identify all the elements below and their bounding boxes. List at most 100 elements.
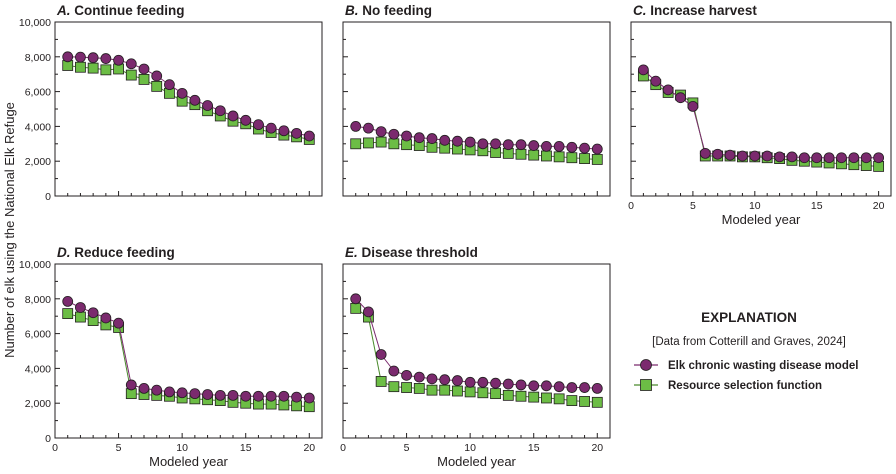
- point-cwd: [138, 63, 150, 75]
- point-cwd: [515, 139, 527, 151]
- point-cwd: [452, 375, 463, 386]
- point-cwd: [176, 87, 188, 99]
- y-tick-label: 10,000: [19, 259, 51, 271]
- x-tick-label: 5: [690, 200, 696, 212]
- plot-frame: [54, 21, 323, 197]
- chart-panel-b: B. No feeding: [342, 3, 611, 197]
- panel-title: C. Increase harvest: [633, 3, 757, 18]
- point-cwd: [413, 132, 425, 144]
- y-tick-label: 8,000: [25, 52, 51, 64]
- point-cwd: [125, 379, 137, 391]
- point-cwd: [227, 389, 239, 401]
- point-rsf: [591, 396, 603, 408]
- point-cwd: [712, 148, 724, 160]
- point-cwd: [553, 141, 565, 152]
- point-rsf: [388, 138, 400, 150]
- point-cwd: [100, 53, 112, 64]
- point-cwd: [75, 51, 86, 63]
- point-rsf: [515, 148, 527, 160]
- point-cwd: [591, 143, 603, 155]
- point-cwd: [214, 389, 226, 401]
- x-axis-title: Modeled year: [149, 454, 228, 469]
- point-rsf: [452, 385, 463, 397]
- panel-title-letter: E.: [345, 245, 358, 260]
- point-cwd: [786, 151, 798, 163]
- point-rsf: [413, 383, 425, 394]
- point-rsf: [439, 384, 451, 396]
- point-cwd: [176, 387, 188, 399]
- panel-title-letter: D.: [57, 245, 71, 260]
- point-cwd: [401, 130, 412, 142]
- point-cwd: [413, 371, 425, 383]
- point-cwd: [823, 152, 835, 164]
- y-tick-label: 2,000: [25, 398, 51, 410]
- x-axis-title: Modeled year: [722, 212, 801, 227]
- x-tick-label: 20: [873, 200, 885, 212]
- point-cwd: [774, 151, 785, 163]
- point-cwd: [164, 386, 175, 398]
- point-cwd: [240, 114, 252, 126]
- point-cwd: [202, 389, 213, 400]
- point-cwd: [62, 296, 74, 307]
- point-rsf: [579, 396, 590, 407]
- point-rsf: [515, 390, 527, 402]
- point-cwd: [240, 390, 252, 402]
- point-cwd: [528, 140, 540, 151]
- x-tick-label: 15: [528, 442, 540, 454]
- point-rsf: [350, 302, 362, 314]
- point-cwd: [363, 306, 374, 318]
- point-rsf: [541, 150, 552, 162]
- point-rsf: [363, 137, 374, 149]
- explanation-title: EXPLANATION: [701, 310, 797, 325]
- point-rsf: [553, 151, 565, 163]
- point-cwd: [375, 349, 387, 360]
- y-tick-label: 4,000: [25, 363, 51, 375]
- point-cwd: [113, 54, 124, 66]
- legend-marker-cwd: [640, 359, 652, 371]
- point-rsf: [502, 389, 514, 401]
- point-cwd: [125, 58, 137, 70]
- point-cwd: [87, 307, 99, 319]
- point-cwd: [401, 369, 412, 381]
- point-cwd: [350, 293, 362, 305]
- y-tick-label: 4,000: [25, 121, 51, 133]
- point-cwd: [541, 141, 552, 152]
- point-cwd: [75, 302, 86, 313]
- point-cwd: [291, 391, 302, 403]
- panel-title-letter: B.: [345, 3, 359, 18]
- panel-title-text: Increase harvest: [647, 3, 758, 18]
- point-cwd: [452, 135, 463, 147]
- panel-title-text: Disease threshold: [358, 245, 478, 260]
- point-cwd: [737, 150, 748, 162]
- legend-label-rsf: Resource selection function: [668, 380, 822, 392]
- x-tick-label: 0: [340, 442, 346, 454]
- point-cwd: [375, 126, 387, 138]
- panel-title-letter: C.: [633, 3, 647, 18]
- panel-title: A. Continue feeding: [56, 3, 185, 18]
- legend-marker-rsf: [640, 379, 652, 391]
- chart-panel-e: E. Disease threshold 0 5 10 15 20 Modeled year: [340, 245, 611, 469]
- point-rsf: [375, 376, 387, 387]
- point-rsf: [75, 61, 86, 73]
- point-cwd: [490, 138, 501, 150]
- y-tick-label: 0: [45, 191, 51, 203]
- point-cwd: [350, 121, 362, 132]
- point-cwd: [439, 374, 451, 386]
- y-tick-label: 10,000: [19, 17, 51, 29]
- point-cwd: [253, 390, 264, 402]
- point-cwd: [761, 150, 773, 162]
- legend-label-cwd: Elk chronic wasting disease model: [668, 360, 858, 372]
- panel-title: B. No feeding: [345, 3, 432, 18]
- point-cwd: [566, 141, 578, 153]
- point-rsf: [151, 80, 163, 92]
- x-tick-label: 20: [303, 442, 315, 454]
- x-axis-title: Modeled year: [437, 454, 516, 469]
- point-cwd: [214, 105, 226, 117]
- x-tick-label: 10: [749, 200, 761, 212]
- point-rsf: [566, 152, 578, 164]
- panel-title-text: No feeding: [359, 3, 433, 18]
- x-tick-label: 5: [404, 442, 410, 454]
- plot-frame: [54, 263, 323, 439]
- point-cwd: [836, 152, 847, 164]
- y-tick-label: 2,000: [25, 156, 51, 168]
